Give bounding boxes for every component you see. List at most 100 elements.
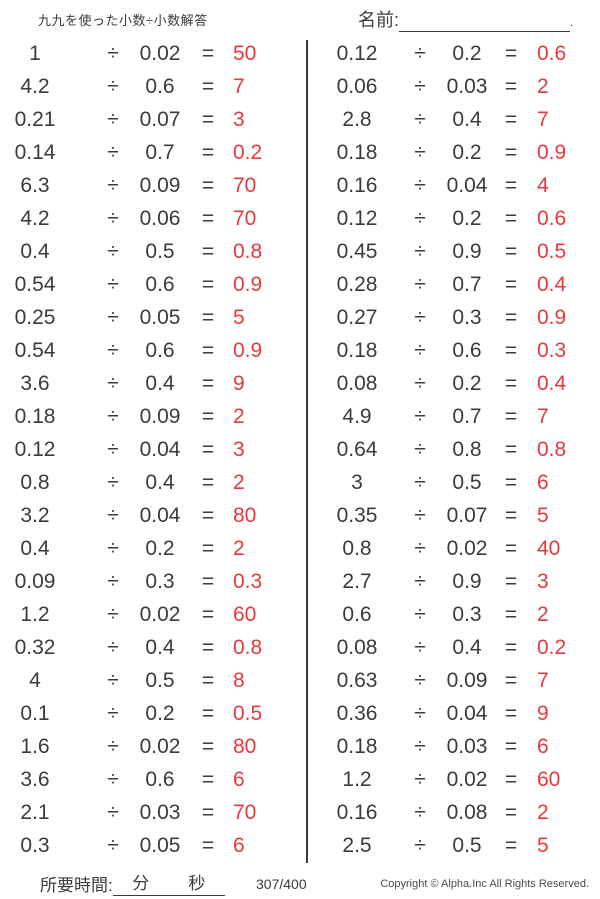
divide-sign: ÷ (414, 735, 426, 758)
problem-row: 6.3 ÷ 0.09 = 70 (0, 169, 300, 202)
divisor: 0.3 (452, 603, 482, 626)
divisor: 0.6 (452, 339, 482, 362)
dividend: 3.2 (20, 504, 50, 527)
minutes-label: 分 (132, 874, 150, 893)
problem-row: 0.21 ÷ 0.07 = 3 (0, 103, 300, 136)
problem-row: 3.2 ÷ 0.04 = 80 (0, 499, 300, 532)
divide-sign: ÷ (107, 240, 119, 263)
problem-row: 0.54 ÷ 0.6 = 0.9 (0, 334, 300, 367)
time-blank-line: 分秒 (112, 869, 225, 896)
divide-sign: ÷ (107, 75, 119, 98)
divisor: 0.9 (452, 570, 482, 593)
dividend: 3.6 (20, 768, 50, 791)
problem-row: 0.45 ÷ 0.9 = 0.5 (306, 235, 600, 268)
dividend: 0.12 (14, 438, 56, 461)
problem-row: 0.28 ÷ 0.7 = 0.4 (306, 268, 600, 301)
problem-row: 0.64 ÷ 0.8 = 0.8 (306, 433, 600, 466)
time-label: 所要時間: (40, 876, 113, 895)
divide-sign: ÷ (414, 537, 426, 560)
problem-row: 3.6 ÷ 0.6 = 6 (0, 763, 300, 796)
divisor: 0.5 (145, 669, 175, 692)
problem-row: 1.2 ÷ 0.02 = 60 (0, 598, 300, 631)
answer: 3 (233, 438, 245, 461)
dividend: 4 (29, 669, 41, 692)
answer: 3 (233, 108, 245, 131)
equals-sign: = (201, 537, 215, 560)
equals-sign: = (504, 471, 518, 494)
answer: 70 (233, 174, 257, 197)
answer: 6 (233, 768, 245, 791)
divide-sign: ÷ (107, 471, 119, 494)
divisor: 0.04 (446, 702, 488, 725)
equals-sign: = (504, 537, 518, 560)
copyright: Copyright © Alpha.Inc All Rights Reserve… (380, 878, 589, 890)
dividend: 0.21 (14, 108, 56, 131)
dividend: 0.18 (336, 339, 378, 362)
equals-sign: = (504, 306, 518, 329)
divide-sign: ÷ (107, 570, 119, 593)
equals-sign: = (201, 603, 215, 626)
equals-sign: = (504, 240, 518, 263)
answer: 0.2 (537, 636, 567, 659)
divisor: 0.09 (139, 405, 181, 428)
equals-sign: = (504, 735, 518, 758)
problem-row: 4.2 ÷ 0.06 = 70 (0, 202, 300, 235)
divisor: 0.02 (446, 768, 488, 791)
equals-sign: = (201, 702, 215, 725)
equals-sign: = (504, 207, 518, 230)
divisor: 0.05 (139, 306, 181, 329)
divide-sign: ÷ (414, 372, 426, 395)
answer: 7 (537, 669, 549, 692)
problem-row: 0.18 ÷ 0.2 = 0.9 (306, 136, 600, 169)
divide-sign: ÷ (414, 768, 426, 791)
problem-row: 0.14 ÷ 0.7 = 0.2 (0, 136, 300, 169)
problem-row: 0.12 ÷ 0.2 = 0.6 (306, 37, 600, 70)
divide-sign: ÷ (107, 339, 119, 362)
problem-row: 0.4 ÷ 0.2 = 2 (0, 532, 300, 565)
divisor: 0.09 (139, 174, 181, 197)
answer: 9 (233, 372, 245, 395)
problem-row: 1.6 ÷ 0.02 = 80 (0, 730, 300, 763)
problem-row: 0.8 ÷ 0.4 = 2 (0, 466, 300, 499)
answer: 70 (233, 801, 257, 824)
dividend: 1.6 (20, 735, 50, 758)
equals-sign: = (504, 603, 518, 626)
divide-sign: ÷ (107, 174, 119, 197)
problem-row: 1.2 ÷ 0.02 = 60 (306, 763, 600, 796)
divisor: 0.03 (139, 801, 181, 824)
problem-row: 0.25 ÷ 0.05 = 5 (0, 301, 300, 334)
answer: 9 (537, 702, 549, 725)
dividend: 0.28 (336, 273, 378, 296)
dividend: 0.8 (20, 471, 50, 494)
equals-sign: = (201, 801, 215, 824)
equals-sign: = (201, 306, 215, 329)
dividend: 2.7 (342, 570, 372, 593)
equals-sign: = (504, 834, 518, 857)
problem-row: 0.08 ÷ 0.2 = 0.4 (306, 367, 600, 400)
divisor: 0.2 (452, 372, 482, 395)
answer: 2 (537, 603, 549, 626)
divisor: 0.03 (446, 735, 488, 758)
divisor: 0.6 (145, 273, 175, 296)
answer: 2 (233, 537, 245, 560)
dividend: 0.12 (336, 42, 378, 65)
equals-sign: = (201, 141, 215, 164)
answer: 2 (537, 801, 549, 824)
name-blank-line (399, 11, 571, 32)
problem-row: 2.8 ÷ 0.4 = 7 (306, 103, 600, 136)
divide-sign: ÷ (107, 768, 119, 791)
problem-row: 0.12 ÷ 0.2 = 0.6 (306, 202, 600, 235)
dividend: 0.63 (336, 669, 378, 692)
answer: 80 (233, 504, 257, 527)
divide-sign: ÷ (414, 504, 426, 527)
dividend: 0.27 (336, 306, 378, 329)
divide-sign: ÷ (414, 207, 426, 230)
dividend: 0.18 (336, 735, 378, 758)
problem-row: 0.18 ÷ 0.09 = 2 (0, 400, 300, 433)
problem-row: 0.1 ÷ 0.2 = 0.5 (0, 697, 300, 730)
dividend: 0.18 (336, 141, 378, 164)
equals-sign: = (201, 240, 215, 263)
divide-sign: ÷ (107, 735, 119, 758)
answer: 0.9 (537, 306, 567, 329)
